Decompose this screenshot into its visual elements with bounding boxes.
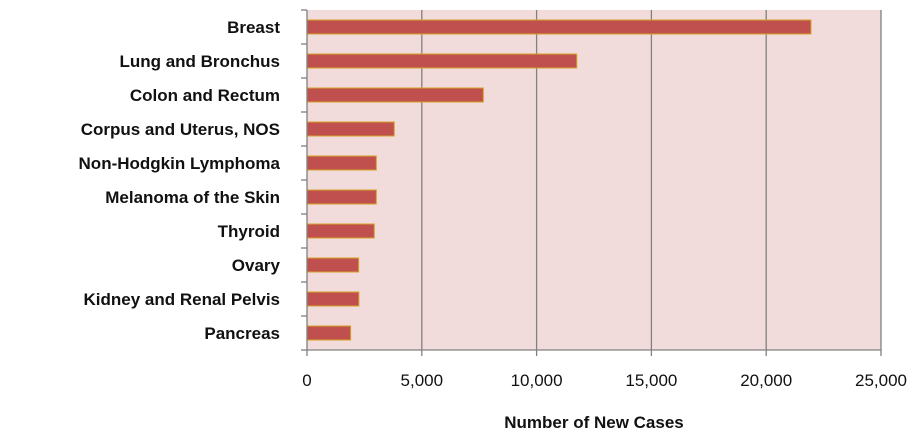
x-tick-labels: 0 5,000 10,000 15,000 20,000 25,000: [302, 371, 907, 390]
category-label: Non-Hodgkin Lymphoma: [79, 154, 281, 173]
category-label: Lung and Bronchus: [119, 52, 280, 71]
category-label: Melanoma of the Skin: [105, 188, 280, 207]
x-tick-label: 0: [302, 371, 311, 390]
category-label: Kidney and Renal Pelvis: [83, 290, 280, 309]
x-axis-title: Number of New Cases: [504, 413, 684, 432]
bar: [306, 189, 377, 205]
category-label: Ovary: [232, 256, 281, 275]
category-label: Pancreas: [204, 324, 280, 343]
bar: [306, 121, 395, 137]
category-labels: Breast Lung and Bronchus Colon and Rectum C…: [79, 18, 281, 343]
x-tick-label: 10,000: [511, 371, 563, 390]
category-label: Colon and Rectum: [130, 86, 280, 105]
category-label: Thyroid: [218, 222, 280, 241]
x-tick-label: 25,000: [855, 371, 907, 390]
bar: [306, 19, 812, 35]
bar: [306, 223, 375, 239]
bar: [306, 291, 360, 307]
bars: [306, 19, 812, 341]
axes: [301, 9, 882, 356]
bar: [306, 325, 352, 341]
x-tick-label: 15,000: [625, 371, 677, 390]
category-label: Corpus and Uterus, NOS: [81, 120, 280, 139]
x-tick-label: 5,000: [401, 371, 444, 390]
bar: [306, 87, 484, 103]
bar: [306, 257, 360, 273]
x-tick-label: 20,000: [740, 371, 792, 390]
category-label: Breast: [227, 18, 280, 37]
bar: [306, 155, 377, 171]
bar: [306, 53, 578, 69]
